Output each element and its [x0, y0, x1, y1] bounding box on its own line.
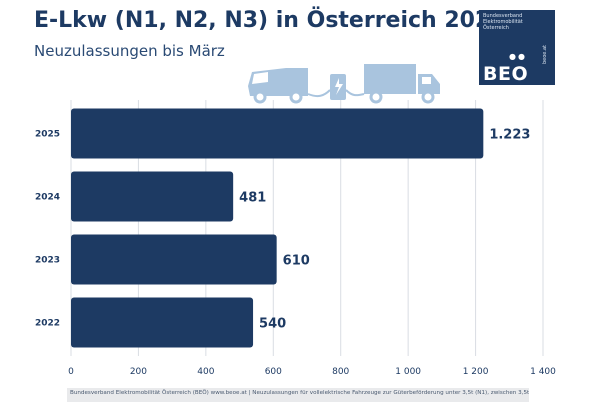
x-tick-label: 1 000 [395, 367, 421, 377]
data-label: 540 [259, 317, 286, 332]
van-icon [248, 68, 308, 104]
category-label: 2022 [35, 319, 60, 329]
data-label: 610 [283, 254, 310, 269]
bar [71, 108, 484, 159]
category-label: 2024 [35, 193, 60, 203]
x-tick-label: 1 200 [463, 367, 489, 377]
category-label: 2023 [35, 256, 60, 266]
beo-logo: Bundesverband Elektromobilität Österreic… [479, 10, 555, 85]
x-tick-label: 400 [197, 367, 214, 377]
footer-source: Bundesverband Elektromobilität Österreic… [67, 388, 529, 402]
chart-subtitle: Neuzulassungen bis März [34, 42, 225, 60]
bar [71, 234, 277, 285]
x-tick-label: 600 [265, 367, 282, 377]
x-tick-label: 1 400 [530, 367, 556, 377]
vehicle-icons [248, 64, 440, 104]
category-label: 2025 [35, 130, 60, 140]
logo-dots-icon: ●● [509, 52, 527, 61]
chart-title: E-Lkw (N1, N2, N3) in Österreich 2025 [34, 8, 506, 33]
x-tick-label: 0 [68, 367, 74, 377]
bar [71, 297, 254, 348]
logo-mark: BEO [483, 63, 529, 85]
charger-icon [307, 74, 365, 100]
logo-org-name: Bundesverband Elektromobilität Österreic… [483, 13, 523, 31]
data-label: 1.223 [489, 128, 530, 143]
x-tick-label: 800 [332, 367, 349, 377]
data-label: 481 [239, 191, 266, 206]
x-tick-label: 200 [130, 367, 147, 377]
bar [71, 171, 234, 222]
truck-icon [364, 64, 440, 104]
